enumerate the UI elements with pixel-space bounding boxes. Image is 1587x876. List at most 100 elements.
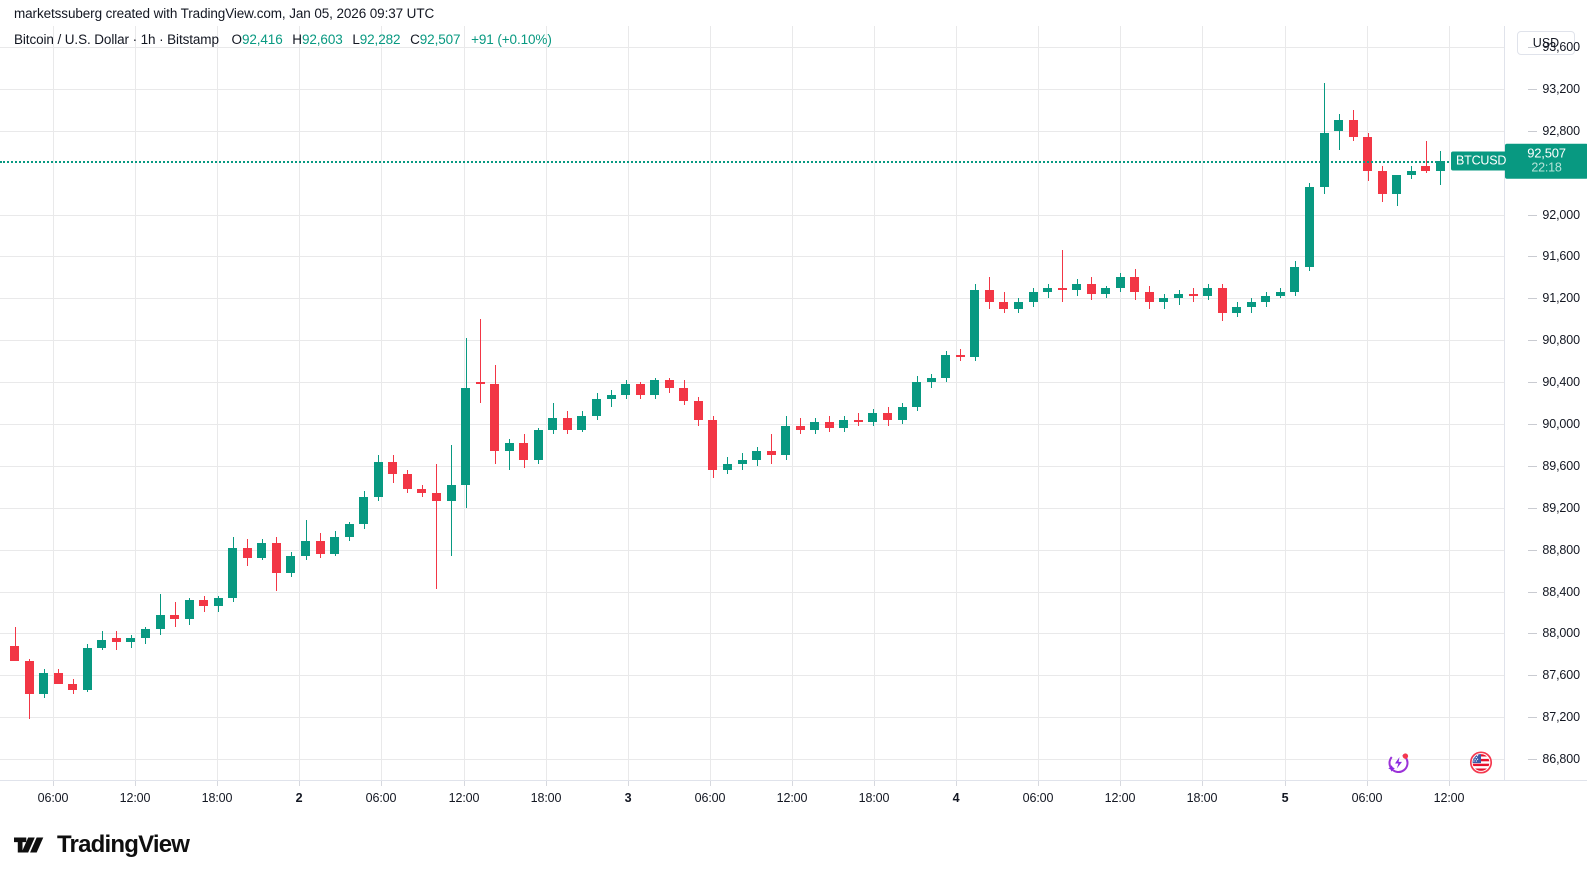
tradingview-wordmark: TradingView xyxy=(57,831,190,858)
price-axis-tick: 88,400 xyxy=(1528,585,1580,599)
candle-wick xyxy=(509,438,510,470)
candle-body xyxy=(912,382,921,408)
horizontal-gridline xyxy=(0,340,1504,341)
symbol-price-tag[interactable]: BTCUSD xyxy=(1451,151,1512,171)
candle-wick xyxy=(611,390,612,408)
time-axis-tick: 06:00 xyxy=(37,791,69,805)
horizontal-gridline xyxy=(0,215,1504,216)
us-economic-event-marker[interactable] xyxy=(1469,751,1493,780)
time-axis-tick: 12:00 xyxy=(448,791,480,805)
time-tick-dash xyxy=(956,781,957,786)
candle-body xyxy=(534,430,543,460)
candle-body xyxy=(1116,277,1125,288)
candle-body xyxy=(941,354,950,378)
candle-body xyxy=(1159,298,1168,303)
time-tick-dash xyxy=(792,781,793,786)
candle-body xyxy=(592,398,601,416)
price-tick-dash xyxy=(1528,465,1538,467)
legend-symbol[interactable]: Bitcoin / U.S. Dollar · 1h · Bitstamp xyxy=(14,32,219,47)
vertical-gridline xyxy=(1038,26,1039,780)
time-tick-dash xyxy=(135,781,136,786)
candle-body xyxy=(461,388,470,485)
currency-button[interactable]: USD xyxy=(1517,31,1575,55)
price-axis-tick: 93,600 xyxy=(1528,40,1580,54)
candle-body xyxy=(1130,277,1139,292)
price-scale[interactable]: USD 93,600 93,200 92,800 92,000 91,600 91,200… xyxy=(1504,26,1587,780)
candlestick-plot[interactable] xyxy=(0,26,1504,780)
candle-body xyxy=(1392,174,1401,194)
horizontal-gridline xyxy=(0,592,1504,593)
candle-body xyxy=(25,660,34,695)
chart-pane[interactable]: Bitcoin / U.S. Dollar · 1h · Bitstamp O9… xyxy=(0,26,1587,780)
current-price-tag[interactable]: 92,507 22:18 xyxy=(1505,144,1587,179)
horizontal-gridline xyxy=(0,508,1504,509)
candle-body xyxy=(214,597,223,607)
horizontal-gridline xyxy=(0,424,1504,425)
candle-body xyxy=(432,493,441,502)
candle-body xyxy=(956,354,965,357)
price-tick-dash xyxy=(1528,214,1538,216)
candle-body xyxy=(767,451,776,456)
candle-body xyxy=(679,388,688,401)
price-axis-tick: 88,000 xyxy=(1528,626,1580,640)
candle-body xyxy=(257,543,266,558)
vertical-gridline xyxy=(217,26,218,780)
time-tick-dash xyxy=(1285,781,1286,786)
candle-body xyxy=(490,384,499,452)
time-axis-tick: 12:00 xyxy=(776,791,808,805)
ai-event-marker[interactable] xyxy=(1385,750,1411,781)
candle-body xyxy=(345,524,354,538)
time-tick-dash xyxy=(1367,781,1368,786)
horizontal-gridline xyxy=(0,466,1504,467)
vertical-gridline xyxy=(299,26,300,780)
candle-body xyxy=(665,379,674,389)
candle-body xyxy=(1378,170,1387,194)
price-tick-dash xyxy=(1528,507,1538,509)
price-tick-dash xyxy=(1528,256,1538,258)
vertical-gridline xyxy=(53,26,54,780)
time-axis-tick: 2 xyxy=(295,791,303,805)
vertical-gridline xyxy=(1367,26,1368,780)
time-axis-tick: 06:00 xyxy=(694,791,726,805)
candle-body xyxy=(141,629,150,638)
candle-body xyxy=(68,683,77,690)
candle-body xyxy=(1232,306,1241,313)
candle-body xyxy=(752,451,761,460)
candle-body xyxy=(694,400,703,420)
price-axis-tick: 92,800 xyxy=(1528,124,1580,138)
candle-body xyxy=(185,599,194,619)
candle-body xyxy=(126,637,135,642)
candle-body xyxy=(374,461,383,498)
time-tick-dash xyxy=(53,781,54,786)
tradingview-logo[interactable]: TradingView xyxy=(14,831,190,859)
candle-body xyxy=(1421,166,1430,171)
horizontal-gridline xyxy=(0,759,1504,760)
candle-body xyxy=(519,442,528,460)
candle-body xyxy=(1189,294,1198,297)
price-tick-dash xyxy=(1528,717,1538,719)
candle-body xyxy=(83,648,92,690)
horizontal-gridline xyxy=(0,131,1504,132)
candle-body xyxy=(1101,287,1110,295)
candle-body xyxy=(548,417,557,431)
candle-body xyxy=(636,384,645,395)
price-tick-dash xyxy=(1528,298,1538,300)
legend-change-value: +91 (+0.10%) xyxy=(471,32,552,47)
legend-low-label: L xyxy=(352,32,360,47)
candle-body xyxy=(621,384,630,395)
candle-body xyxy=(1087,283,1096,295)
time-axis-tick: 06:00 xyxy=(1351,791,1383,805)
legend-close-value: 92,507 xyxy=(419,32,461,47)
horizontal-gridline xyxy=(0,47,1504,48)
time-scale[interactable]: 06:00 12:00 18:00 2 06:00 12:00 18:00 3 06:00 12:… xyxy=(0,780,1587,817)
candle-wick xyxy=(1062,250,1063,303)
price-axis-tick: 90,800 xyxy=(1528,333,1580,347)
candle-body xyxy=(272,543,281,573)
candle-body xyxy=(417,488,426,494)
legend-low-value: 92,282 xyxy=(359,32,401,47)
vertical-gridline xyxy=(710,26,711,780)
horizontal-gridline xyxy=(0,298,1504,299)
candle-body xyxy=(738,459,747,464)
vertical-gridline xyxy=(874,26,875,780)
candle-wick xyxy=(131,635,132,649)
